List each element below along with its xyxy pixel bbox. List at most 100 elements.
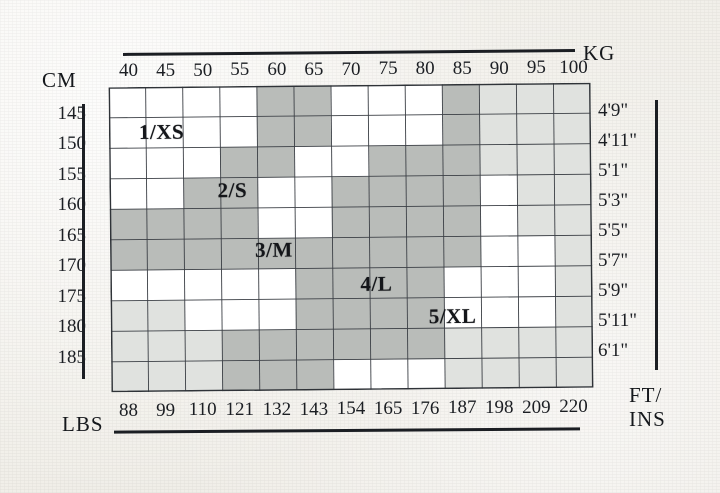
grid-cell (370, 297, 408, 329)
grid-cell (518, 266, 556, 297)
cm-tick-180: 180 (57, 316, 87, 337)
grid-cell (442, 114, 480, 146)
grid-cell (517, 205, 555, 236)
grid-cell (443, 205, 481, 237)
grid-cell (259, 329, 297, 361)
grid-cell (220, 116, 258, 148)
grid-cell (406, 267, 445, 298)
grid-cell (219, 85, 258, 117)
grid-cell (295, 298, 334, 330)
cm-tick-175: 175 (57, 285, 87, 307)
grid-cell (405, 84, 443, 115)
grid-cell (407, 358, 446, 390)
kg-tick-45: 45 (156, 59, 176, 81)
grid-cell (479, 144, 518, 176)
lbs-tick-198: 198 (485, 397, 514, 418)
grid-cell (148, 361, 186, 392)
kg-tick-95: 95 (526, 57, 546, 79)
grid-cell (331, 115, 369, 147)
grid-cell (556, 357, 594, 389)
grid-cell (553, 113, 592, 145)
ftins-tick-7: 5'11" (598, 310, 637, 332)
grid-cell (296, 359, 334, 391)
grid-cell (258, 299, 297, 330)
kg-tick-80: 80 (415, 58, 435, 79)
ftins-tick-0: 4'9" (598, 99, 629, 121)
kg-axis-label: KG (583, 41, 616, 65)
cm-tick-165: 165 (57, 224, 87, 246)
grid-cell (184, 238, 222, 270)
grid-cell (368, 175, 407, 207)
grid-cell (481, 296, 519, 328)
grid-cell (294, 176, 333, 208)
ftins-axis-label-line1: FT/ (629, 383, 663, 407)
grid-cell (442, 83, 480, 115)
lbs-tick-165: 165 (373, 397, 403, 419)
cm-tick-155: 155 (57, 163, 87, 185)
grid-cell (407, 328, 445, 359)
grid-cell (109, 147, 147, 179)
grid-cell (554, 174, 592, 206)
ftins-tick-8: 6'1" (598, 340, 629, 362)
grid-cell (296, 329, 334, 361)
grid-cell (370, 328, 408, 360)
grid-cell (330, 84, 369, 116)
lbs-tick-110: 110 (188, 399, 217, 421)
lbs-tick-121: 121 (225, 399, 255, 421)
grid-cell (405, 145, 444, 176)
grid-cell (519, 357, 557, 389)
kg-tick-100: 100 (559, 57, 588, 78)
grid-cell (518, 296, 556, 328)
size-label-m: 3/M (254, 237, 293, 262)
kg-tick-50: 50 (193, 59, 213, 81)
grid-cell (145, 86, 183, 118)
ftins-tick-1: 4'11" (598, 129, 637, 151)
grid-cell (517, 235, 556, 267)
grid-cell (295, 268, 334, 300)
size-label-s: 2/S (217, 177, 248, 203)
grid-cell (258, 268, 296, 300)
grid-cell (444, 327, 482, 359)
grid-cell (555, 265, 593, 297)
kg-tick-85: 85 (452, 57, 472, 79)
ftins-tick-2: 5'1" (598, 159, 629, 181)
grid-cell (294, 115, 332, 147)
grid-cell (480, 235, 519, 267)
grid-cell (368, 84, 406, 116)
grid-cell (368, 114, 406, 146)
cm-tick-150: 150 (57, 133, 87, 154)
grid-cell (256, 85, 295, 117)
grid-cell (333, 328, 371, 360)
grid-cell (183, 147, 221, 179)
kg-tick-60: 60 (267, 59, 287, 80)
grid-cell (147, 330, 186, 362)
grid-cell (481, 266, 519, 298)
grid-cell (257, 116, 295, 147)
grid-cell (443, 175, 481, 207)
ftins-axis-label-line2: INS (629, 407, 666, 431)
ftins-tick-3: 5'3" (598, 189, 629, 211)
kg-tick-70: 70 (341, 58, 361, 80)
kg-tick-75: 75 (378, 58, 398, 80)
size-label-xl: 5/XL (428, 303, 477, 329)
grid-cell (332, 206, 370, 238)
grid-cell (109, 208, 148, 240)
size-label-xs: 1/XS (138, 119, 185, 145)
grid-cell (479, 113, 517, 145)
grid-cell (147, 269, 185, 301)
grid-cell (111, 361, 149, 393)
grid-cell (184, 269, 222, 301)
grid-cell (370, 358, 409, 390)
grid-cell (110, 269, 148, 301)
grid-cell (553, 82, 591, 114)
grid-cell (221, 238, 259, 270)
grid-cell (406, 206, 444, 237)
lbs-tick-132: 132 (262, 398, 292, 420)
size-label-l: 4/L (360, 271, 393, 296)
cm-tick-160: 160 (57, 194, 87, 215)
lbs-tick-209: 209 (522, 396, 551, 418)
grid-cell (257, 146, 295, 178)
grid-cell (369, 236, 407, 268)
grid-cell (110, 300, 148, 332)
